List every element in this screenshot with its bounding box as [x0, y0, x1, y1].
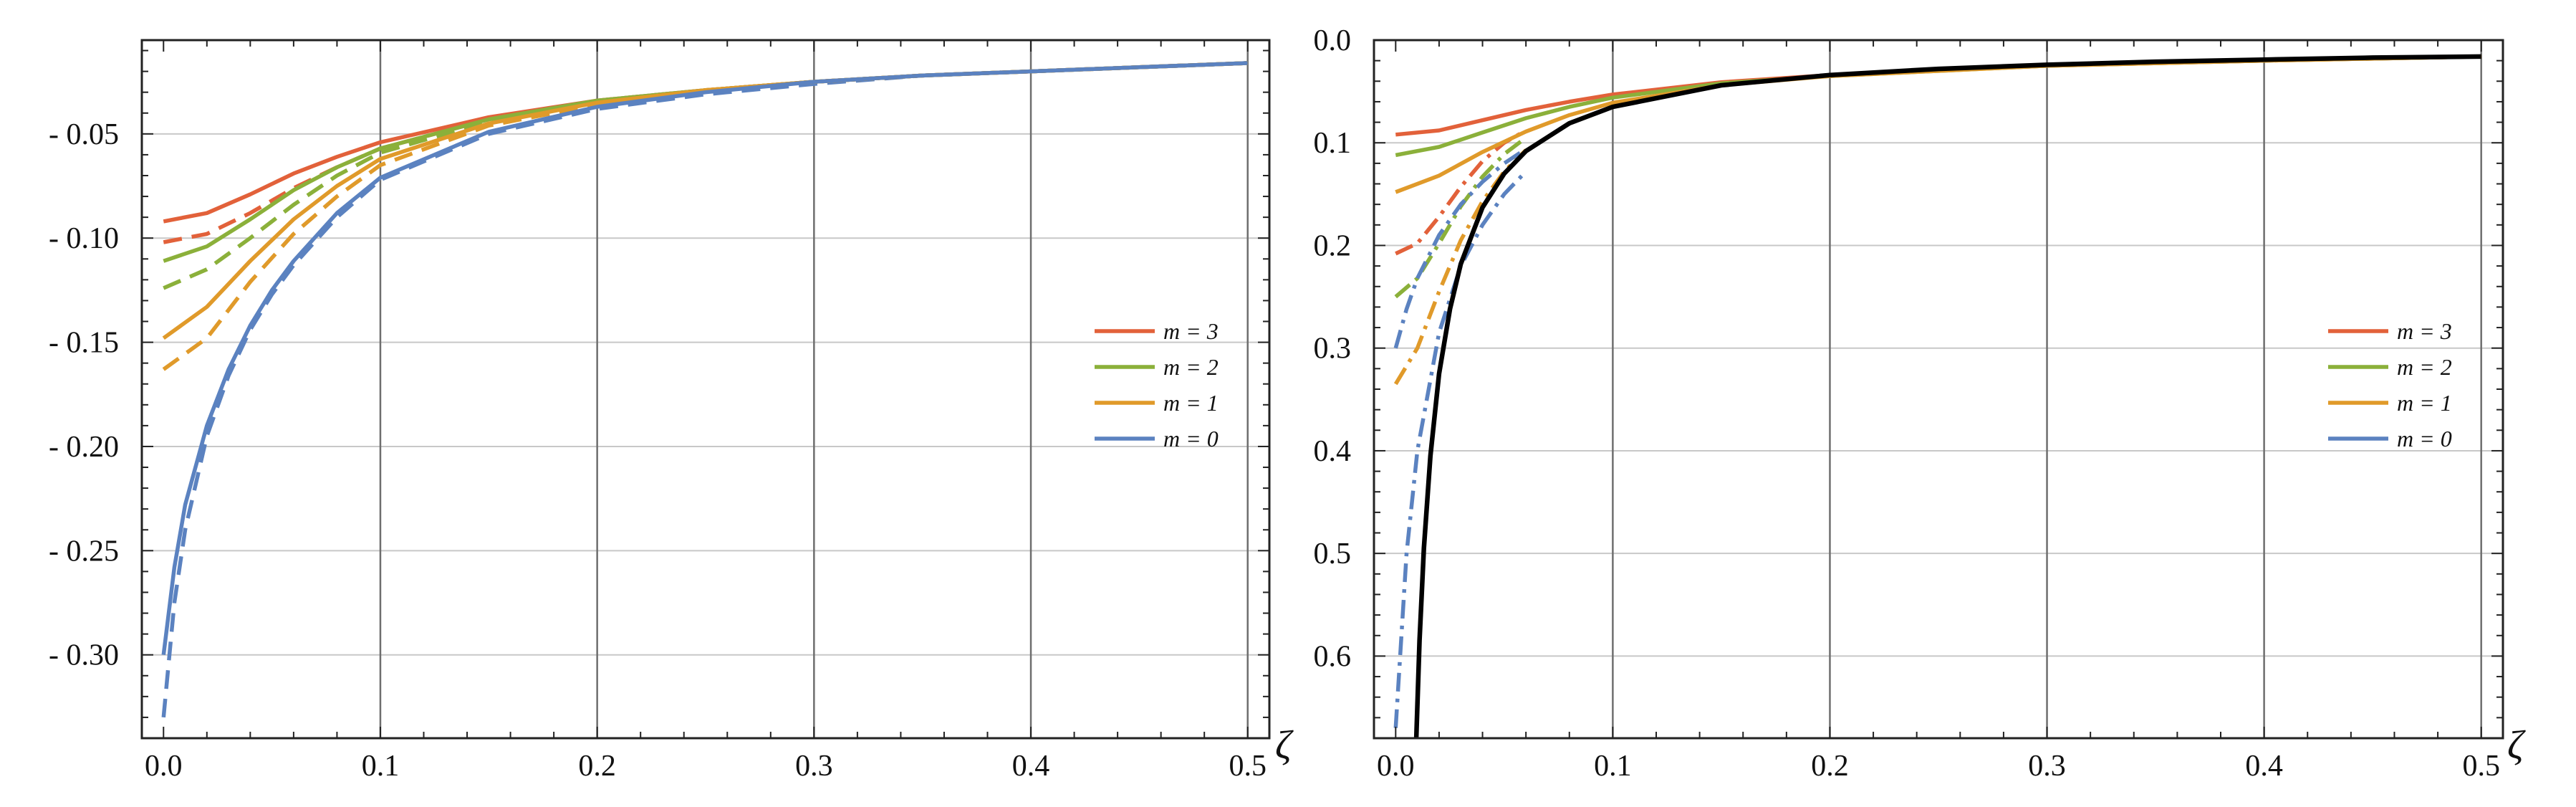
y-tick-label: 0.1 [1314, 127, 1352, 160]
chart-panel-right: 0.0 0.1 0.2 0.3 0.4 0.5 0.0 0.1 0.2 0.3 0.4 0.5 0.6 ζ… [1314, 24, 2527, 783]
legend-label: m = 1 [2397, 390, 2452, 416]
legend: m = 3 m = 2 m = 1 m = 0 [2328, 318, 2452, 452]
y-tick-label: - 0.30 [49, 639, 119, 672]
x-tick-label: 0.3 [2028, 750, 2066, 783]
x-axis-label: ζ [1275, 723, 1294, 768]
x-tick-label: 0.4 [2245, 750, 2283, 783]
plot-frame [140, 39, 1271, 740]
plot-area [142, 40, 1269, 738]
y-tick-label: - 0.20 [49, 431, 119, 464]
x-tick-label: 0.1 [1594, 750, 1632, 783]
x-tick-label: 0.3 [795, 750, 833, 783]
legend-label: m = 2 [1163, 354, 1219, 380]
x-tick-label: 0.0 [145, 750, 183, 783]
x-tick-label: 0.4 [1012, 750, 1050, 783]
series-line-m0-dashdot [1393, 147, 1527, 349]
x-tick-label: 0.2 [1811, 750, 1849, 783]
series-group [1393, 54, 2481, 738]
y-tick-label: 0.6 [1314, 640, 1352, 673]
y-tick-label: 0.4 [1314, 435, 1352, 468]
x-tick-label: 0.0 [1377, 750, 1415, 783]
y-tick-label: - 0.10 [49, 222, 119, 255]
series-group [161, 61, 1248, 718]
y-tick-label: - 0.05 [49, 118, 119, 151]
x-tick-label: 0.5 [1229, 750, 1267, 783]
series-line-m0-dashdot [1393, 170, 1528, 728]
legend-label: m = 1 [1163, 390, 1219, 416]
y-tick-label: 0.0 [1314, 24, 1352, 57]
plot-area [1374, 40, 2503, 738]
x-tick-label: 0.1 [362, 750, 400, 783]
legend-label: m = 2 [2397, 354, 2452, 380]
legend-label: m = 3 [2397, 318, 2452, 344]
legend-label: m = 0 [1163, 426, 1219, 452]
x-tick-label: 0.2 [578, 750, 616, 783]
series-line-reference-solid [1413, 54, 2481, 738]
series-line-m0-dashed [161, 61, 1248, 718]
y-tick-label: - 0.15 [49, 327, 119, 360]
y-tick-label: 0.3 [1314, 333, 1352, 366]
x-axis-label: ζ [2507, 723, 2526, 768]
legend: m = 3 m = 2 m = 1 m = 0 [1095, 318, 1219, 452]
chart-panel-left: 0.0 0.1 0.2 0.3 0.4 0.5 - 0.05 - 0.10 - 0.15 - 0.… [49, 39, 1294, 783]
y-tick-label: 0.2 [1314, 229, 1352, 262]
series-line-m1-dashed [162, 61, 1248, 371]
y-tick-label: 0.5 [1314, 538, 1352, 570]
x-tick-label: 0.5 [2462, 750, 2500, 783]
legend-label: m = 3 [1163, 318, 1219, 344]
legend-label: m = 0 [2397, 426, 2452, 452]
series-line-m0-solid [161, 61, 1248, 656]
series-line-m1-dashdot [1393, 148, 1528, 386]
y-tick-label: - 0.25 [49, 535, 119, 568]
